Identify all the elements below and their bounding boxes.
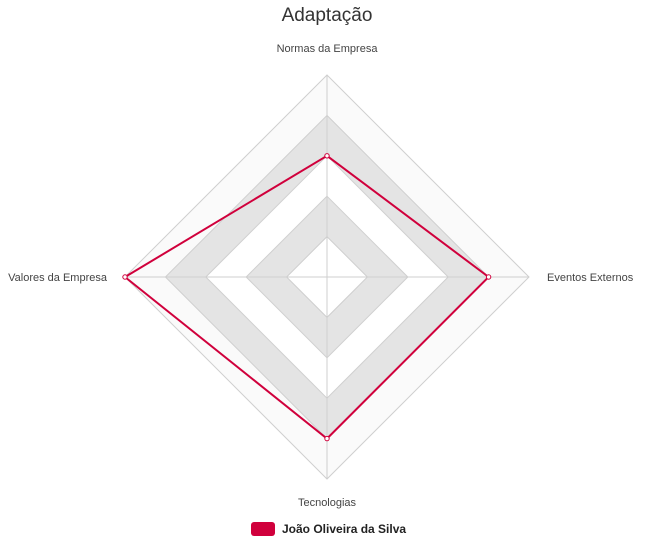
radar-series [122,153,492,442]
legend-swatch[interactable] [251,522,275,536]
axis-label-0: Normas da Empresa [277,43,379,55]
data-point-0-0[interactable] [324,153,330,159]
data-point-0-2[interactable] [324,435,330,442]
axis-label-2: Tecnologias [298,497,357,509]
axis-label-3: Valores da Empresa [8,272,108,284]
radar-axes [125,75,529,479]
legend-label[interactable]: João Oliveira da Silva [282,522,406,536]
axis-labels: Normas da Empresa Eventos Externos Tecnolo… [8,43,634,509]
axis-label-1: Eventos Externos [547,272,634,284]
chart-title: Adaptação [282,5,373,26]
legend[interactable]: João Oliveira da Silva [251,522,406,536]
data-point-0-1[interactable] [485,274,492,280]
data-point-0-3[interactable] [122,274,128,280]
